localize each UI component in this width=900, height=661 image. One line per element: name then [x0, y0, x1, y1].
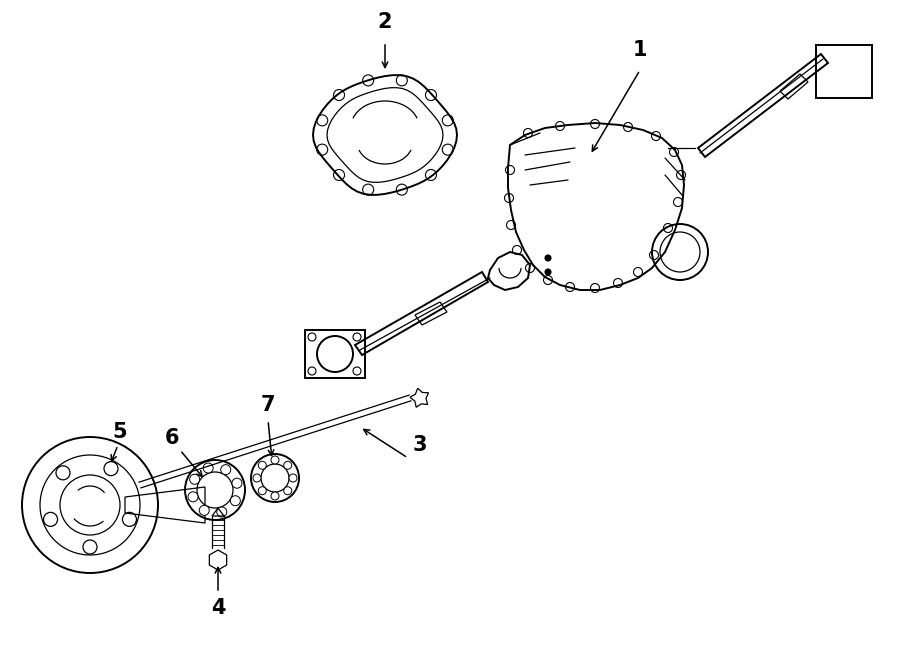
Text: 3: 3	[413, 435, 428, 455]
Circle shape	[203, 463, 213, 473]
Circle shape	[217, 507, 227, 517]
Circle shape	[190, 475, 200, 485]
Text: 1: 1	[633, 40, 647, 60]
Circle shape	[284, 461, 292, 469]
Circle shape	[258, 486, 266, 494]
Text: 2: 2	[378, 12, 392, 32]
Text: 4: 4	[211, 598, 225, 618]
Circle shape	[253, 474, 261, 482]
Circle shape	[220, 465, 230, 475]
Text: 7: 7	[261, 395, 275, 415]
Circle shape	[271, 492, 279, 500]
Circle shape	[232, 478, 242, 488]
Circle shape	[230, 496, 240, 506]
Circle shape	[545, 255, 551, 261]
Text: 5: 5	[112, 422, 127, 442]
Circle shape	[199, 506, 210, 516]
Text: 6: 6	[165, 428, 179, 448]
Circle shape	[289, 474, 297, 482]
Circle shape	[258, 461, 266, 469]
Circle shape	[284, 486, 292, 494]
Circle shape	[545, 269, 551, 275]
Circle shape	[188, 492, 198, 502]
Circle shape	[271, 456, 279, 464]
